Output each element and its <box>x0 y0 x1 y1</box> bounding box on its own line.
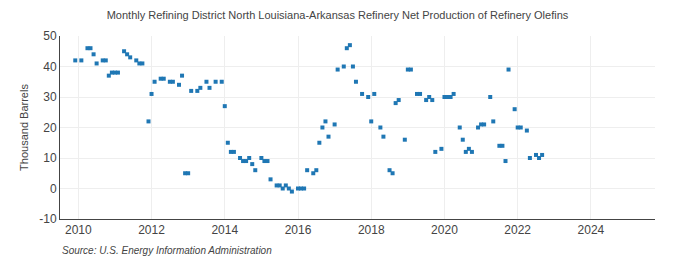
svg-text:2010: 2010 <box>65 223 92 237</box>
svg-text:2012: 2012 <box>138 223 165 237</box>
svg-text:20: 20 <box>43 121 57 135</box>
svg-text:50: 50 <box>43 29 57 43</box>
svg-text:-10: -10 <box>39 212 57 226</box>
svg-text:Source: U.S. Energy Informatio: Source: U.S. Energy Information Administ… <box>62 245 272 256</box>
svg-text:2024: 2024 <box>578 223 605 237</box>
svg-text:2018: 2018 <box>358 223 385 237</box>
svg-text:Thousand Barrels: Thousand Barrels <box>18 84 30 171</box>
svg-text:40: 40 <box>43 60 57 74</box>
svg-text:Monthly Refining District Nort: Monthly Refining District North Louisian… <box>107 9 569 21</box>
svg-text:30: 30 <box>43 90 57 104</box>
svg-text:2020: 2020 <box>431 223 458 237</box>
svg-text:0: 0 <box>50 182 57 196</box>
svg-text:2014: 2014 <box>211 223 238 237</box>
svg-text:10: 10 <box>43 151 57 165</box>
svg-text:2022: 2022 <box>504 223 531 237</box>
svg-text:2016: 2016 <box>285 223 312 237</box>
